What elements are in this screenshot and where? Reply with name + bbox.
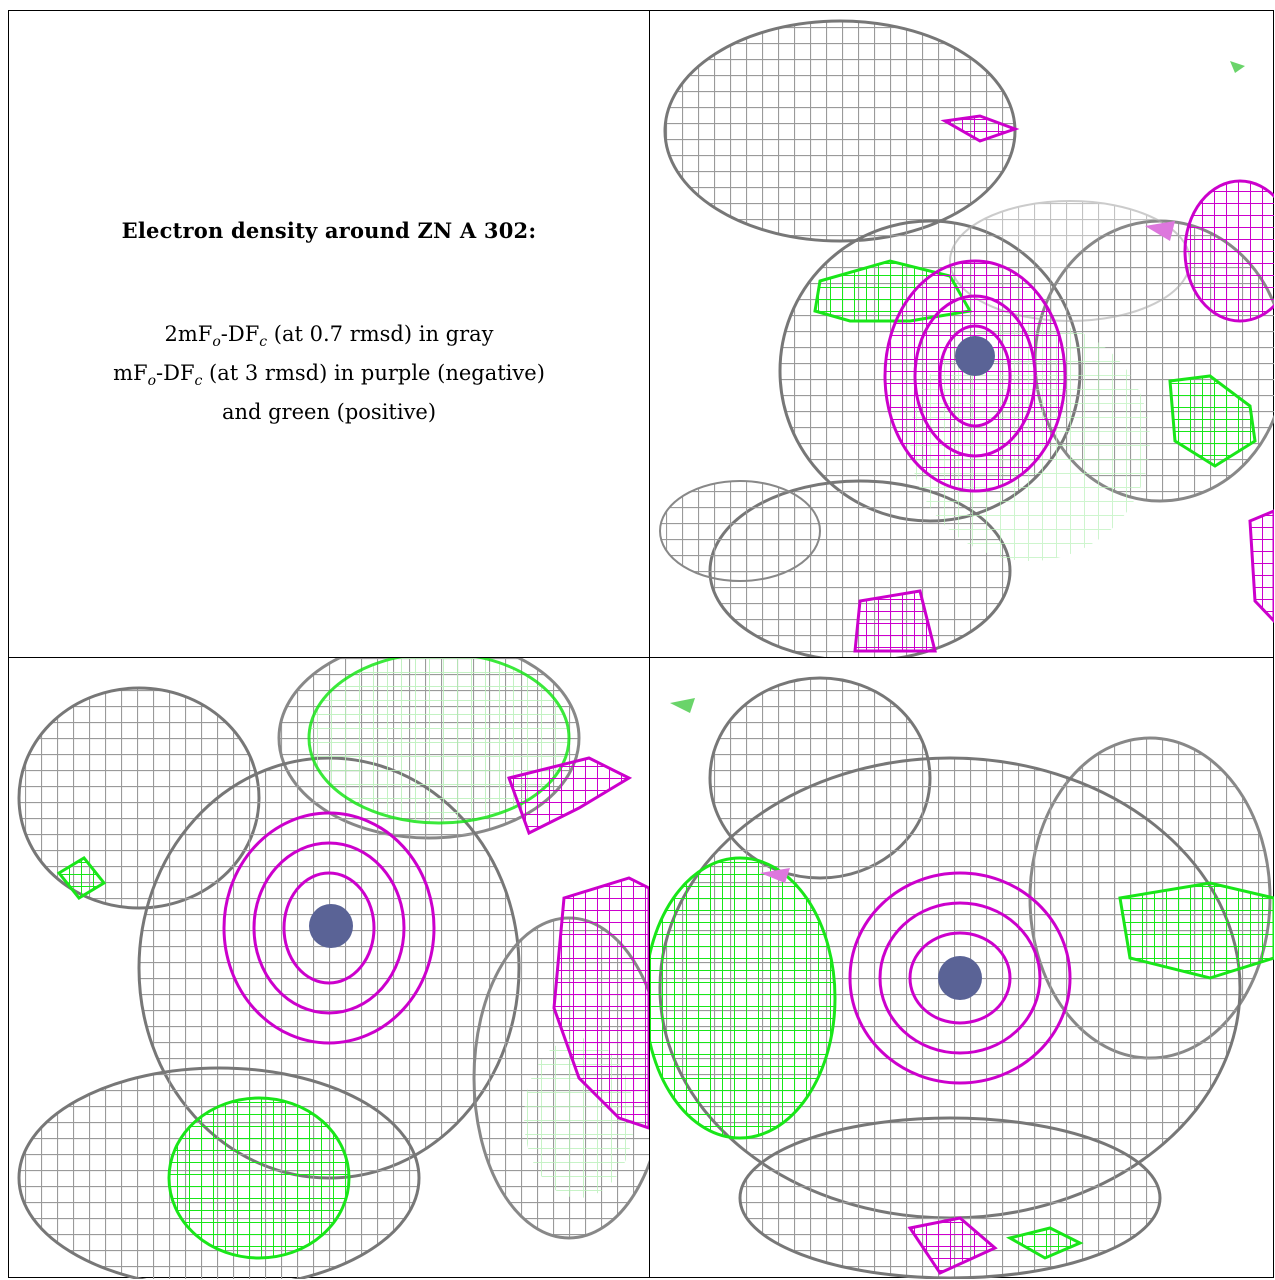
density-mesh-top-right: [659, 19, 1274, 657]
green-density-mesh: [56, 658, 634, 1260]
divider-vertical: [649, 11, 650, 1277]
view-bottom-right: [650, 658, 1274, 1279]
caption-cell: Electron density around ZN A 302: 2mFo-D…: [9, 11, 649, 657]
figure-title: Electron density around ZN A 302:: [121, 218, 537, 243]
density-mesh-bottom-right: [650, 676, 1274, 1279]
purple-density-mesh: [760, 868, 1072, 1275]
desc-line-2: mFo-DFc (at 3 rmsd) in purple (negative): [113, 361, 545, 390]
view-top-right: [650, 11, 1274, 657]
density-mesh-bottom-left: [17, 658, 649, 1279]
zinc-atom-icon: [955, 336, 995, 376]
desc-line-1: 2mFo-DFc (at 0.7 rmsd) in gray: [164, 322, 494, 351]
purple-density-mesh: [222, 756, 649, 1130]
figure-description: 2mFo-DFc (at 0.7 rmsd) in gray mFo-DFc (…: [9, 319, 649, 428]
view-bottom-left: [9, 658, 649, 1279]
green-density-mesh: [650, 698, 1274, 1260]
zinc-atom-icon: [938, 956, 982, 1000]
zinc-atom-icon: [309, 904, 353, 948]
divider-horizontal: [9, 657, 1273, 658]
figure-grid: Electron density around ZN A 302: 2mFo-D…: [8, 10, 1274, 1279]
desc-line-3: and green (positive): [221, 400, 437, 425]
